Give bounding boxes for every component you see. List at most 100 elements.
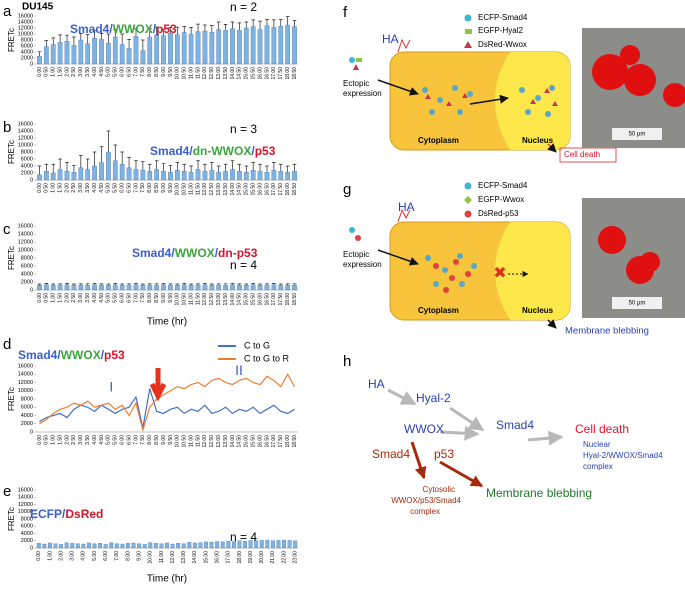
error-bar [113, 144, 118, 161]
x-tick-label: 13.50 [223, 67, 229, 80]
x-tick-label: 9.50 [168, 67, 174, 77]
bar [202, 30, 208, 65]
error-bar [182, 163, 187, 172]
y-tick-label: 10000 [18, 31, 33, 37]
legend-text: DsRed-Wwox [478, 40, 527, 49]
bar [243, 172, 249, 181]
x-tick-label: 0.00 [37, 67, 43, 77]
bar [50, 285, 56, 291]
x-tick-label: 6.00 [120, 67, 126, 77]
x-tick-label: 4.50 [99, 435, 105, 445]
error-bar [244, 283, 249, 286]
bar [237, 171, 242, 181]
bar [147, 284, 153, 291]
panel-letter: h [343, 353, 351, 370]
error-bar [230, 160, 235, 170]
x-tick-label: 7.50 [140, 67, 146, 77]
title-part: / [62, 507, 66, 521]
x-tick-label: 2.00 [64, 293, 70, 303]
x-tick-label: 1.50 [57, 435, 63, 445]
error-bar [230, 283, 235, 285]
error-bar [92, 151, 97, 166]
x-tick-label: 9.00 [161, 67, 167, 77]
icon [464, 14, 472, 22]
error-bar [51, 163, 56, 173]
y-tick-label: 8000 [21, 255, 33, 261]
x-tick-label: 12.50 [209, 67, 215, 80]
chart-title: ECFP/DsRed [30, 507, 103, 521]
bar [250, 26, 256, 65]
bar [170, 543, 175, 549]
bar [112, 36, 118, 65]
x-tick-label: 7.50 [140, 183, 146, 193]
bar [109, 542, 114, 549]
error-bar [285, 16, 290, 25]
bar [292, 171, 297, 181]
node: Membrane blebbing [486, 486, 592, 500]
bar [174, 34, 180, 65]
legend-text: C to G to R [244, 353, 290, 363]
x-tick-label: 8.50 [154, 67, 160, 77]
x-tick-label: 8.50 [154, 435, 160, 445]
error-bar [251, 283, 255, 285]
title-part: / [109, 22, 113, 36]
error-bar [161, 28, 166, 36]
chart-label: DU145 [22, 2, 54, 13]
x-tick-label: 12.00 [170, 551, 176, 564]
x-tick-label: 11.00 [188, 183, 194, 195]
bar [50, 44, 56, 65]
bar [165, 542, 169, 549]
scale-label: 50 µm [629, 301, 646, 307]
x-tick-label: 0.50 [44, 293, 50, 303]
bar [168, 172, 173, 181]
bar [287, 540, 292, 549]
x-tick-label: 15.50 [251, 183, 257, 196]
bar [276, 540, 281, 549]
x-tick-label: 16.00 [257, 435, 263, 448]
error-bar [210, 283, 214, 286]
molecules [425, 88, 558, 106]
bar [142, 544, 147, 549]
y-tick-label: 2000 [21, 538, 33, 544]
bar [271, 284, 277, 291]
cells [592, 45, 685, 107]
bar [176, 543, 181, 549]
bar [216, 29, 222, 65]
error-bar [154, 160, 159, 170]
y-tick-label: 14000 [18, 372, 33, 378]
x-tick-label: 15.00 [203, 551, 209, 564]
title-part: DsRed [65, 507, 103, 521]
error-bar [216, 283, 221, 285]
bar [168, 284, 173, 291]
bar [188, 172, 194, 181]
x-tick-label: 3.50 [85, 67, 91, 77]
chart-title: Smad4/WWOX/dn-p53 [132, 246, 258, 260]
error-bar [141, 39, 145, 51]
bar [230, 169, 235, 181]
x-tick-label: 3.00 [78, 293, 84, 303]
error-bar [168, 27, 173, 34]
bar [106, 151, 111, 181]
chart-title: Smad4/dn-WWOX/p53 [150, 144, 276, 158]
annotation: n = 4 [230, 258, 257, 272]
panel-letter: c [3, 221, 11, 238]
y-tick-label: 8000 [21, 396, 33, 402]
cytoplasm-label: Cytoplasm [418, 136, 459, 145]
error-bar [203, 163, 207, 172]
bar [188, 285, 194, 291]
error-bar [168, 283, 173, 285]
x-tick-label: 18.50 [292, 293, 298, 306]
bar [43, 284, 49, 291]
error-bar [175, 283, 180, 286]
node: Cell death [575, 422, 629, 436]
bar [202, 284, 208, 291]
x-tick-label: 2.50 [71, 67, 77, 77]
x-tick-label: 12.00 [202, 67, 208, 80]
complex-label: Nuclear [583, 440, 611, 449]
bar [223, 30, 228, 65]
bar [215, 541, 220, 549]
title-part: / [215, 246, 219, 260]
bar [78, 39, 84, 65]
bar [126, 167, 132, 181]
